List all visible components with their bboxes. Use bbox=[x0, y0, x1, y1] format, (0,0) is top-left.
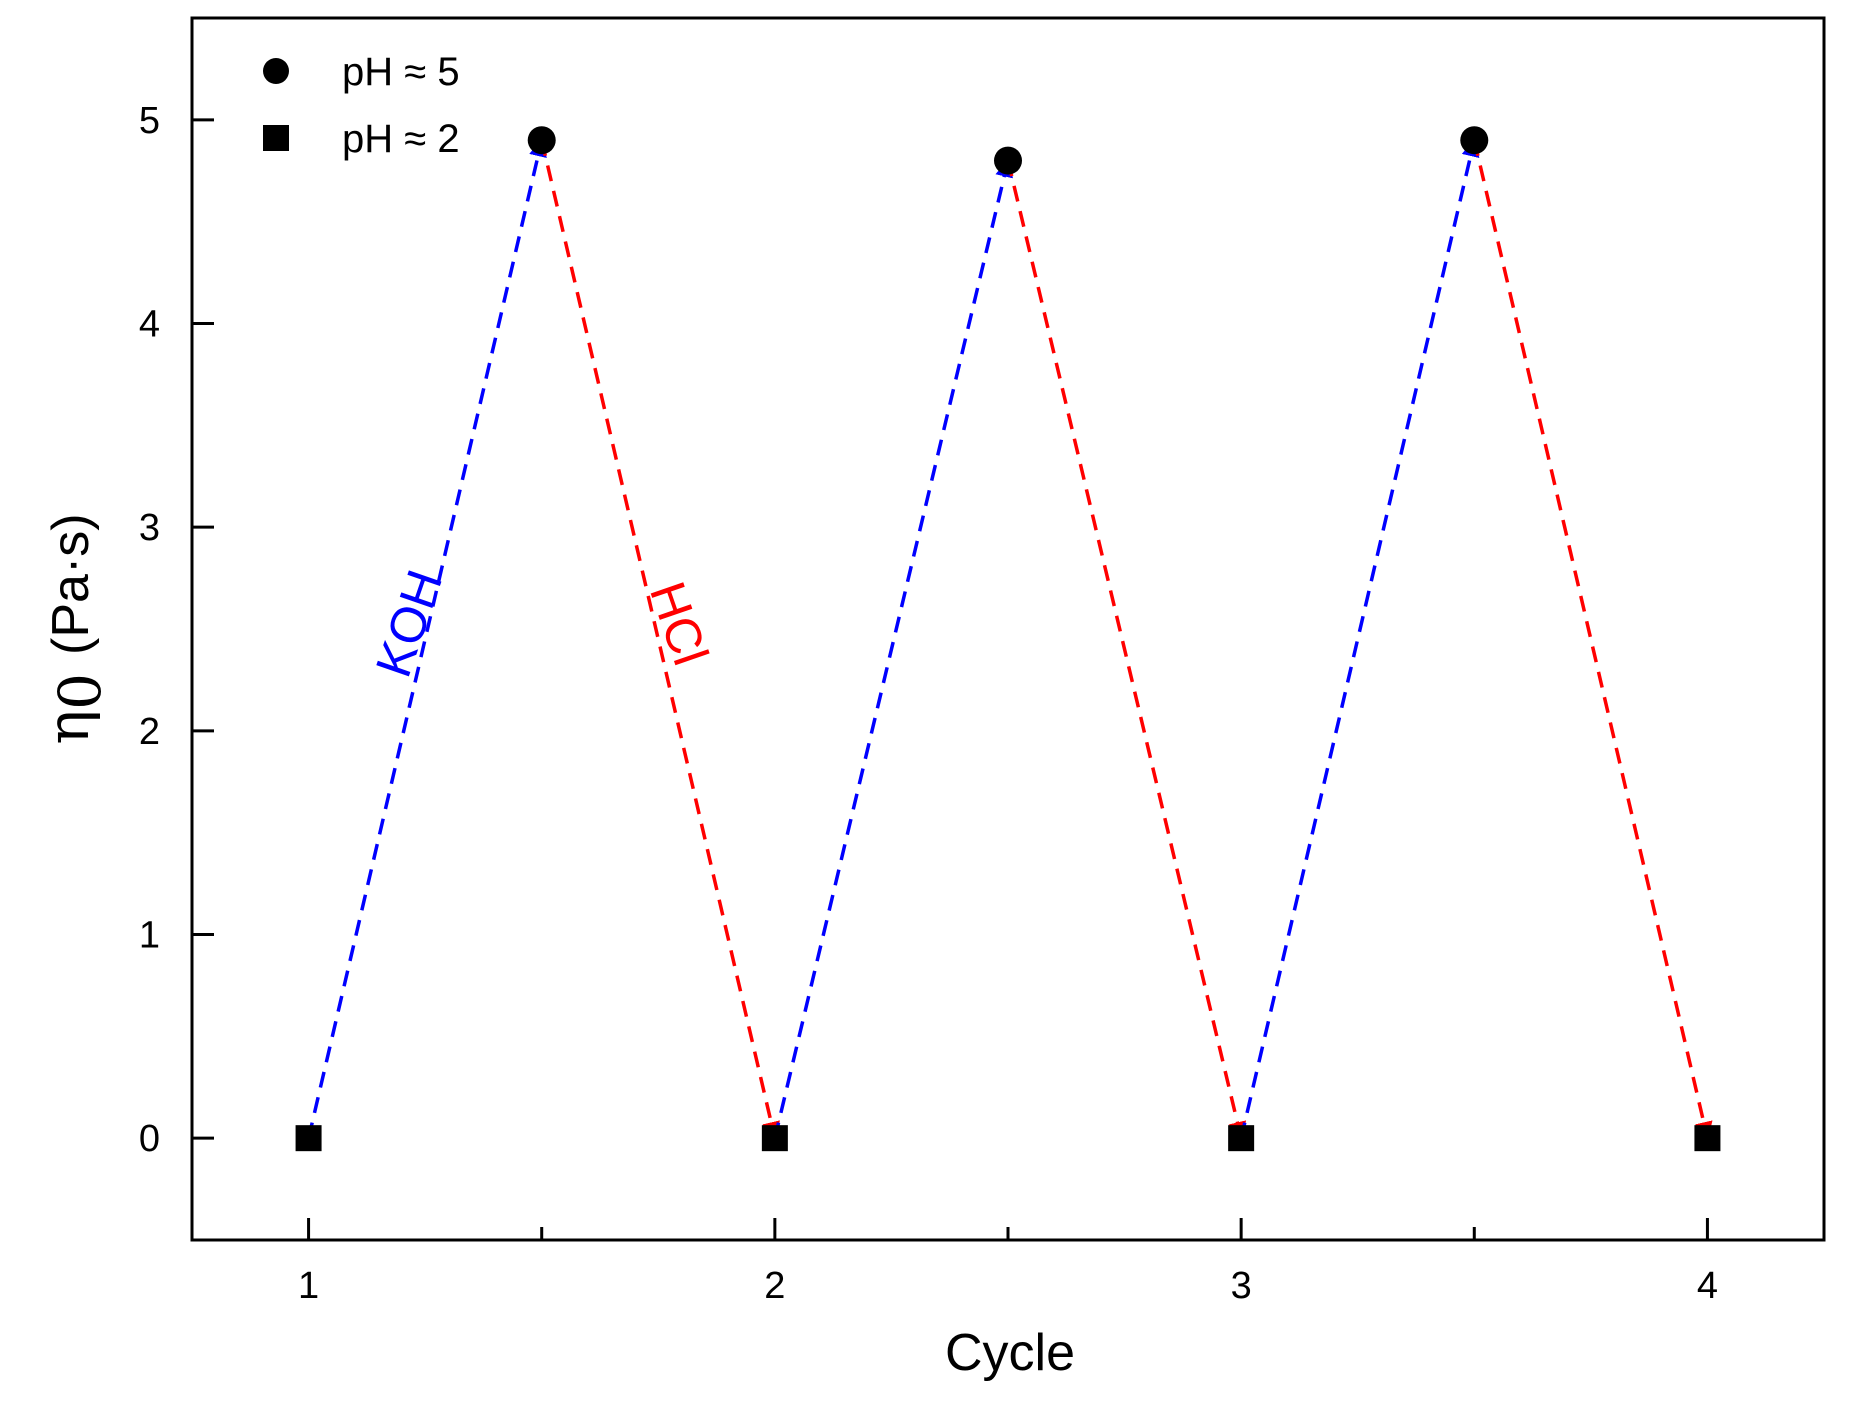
hcl-arrow bbox=[1472, 139, 1713, 1140]
koh-arrow bbox=[306, 138, 547, 1139]
y-tick-label: 1 bbox=[139, 915, 160, 957]
koh-label: KOH bbox=[365, 563, 453, 684]
x-axis-title: Cycle bbox=[945, 1324, 1075, 1382]
y-tick-label: 5 bbox=[139, 100, 160, 142]
markers-layer bbox=[295, 126, 1721, 1152]
data-point-ph2 bbox=[295, 1125, 322, 1152]
hcl-arrow bbox=[540, 139, 780, 1140]
y-axis-subscript: 0 bbox=[46, 673, 114, 710]
x-tick-label: 3 bbox=[1231, 1265, 1252, 1307]
legend-marker-square bbox=[263, 125, 289, 151]
legend: pH ≈ 5 pH ≈ 2 bbox=[263, 50, 460, 161]
data-point-ph2 bbox=[1694, 1125, 1721, 1152]
y-axis-units: (Pa·s) bbox=[42, 513, 100, 655]
annotations-layer: KOH HCl bbox=[365, 563, 719, 684]
y-axis-symbol: η bbox=[34, 710, 102, 745]
data-point-ph5 bbox=[1460, 126, 1489, 155]
data-point-ph5 bbox=[994, 146, 1022, 175]
koh-arrow bbox=[1239, 138, 1480, 1139]
y-tick-label: 2 bbox=[139, 711, 160, 753]
legend-marker-circle bbox=[263, 58, 289, 84]
legend-label-ph2: pH ≈ 2 bbox=[342, 117, 460, 161]
y-axis: 0 1 2 3 4 5 bbox=[139, 100, 214, 1160]
x-tick-label: 1 bbox=[298, 1265, 319, 1307]
y-tick-label: 0 bbox=[139, 1118, 160, 1160]
x-tick-label: 4 bbox=[1697, 1265, 1718, 1307]
koh-arrow bbox=[773, 158, 1013, 1139]
data-point-ph2 bbox=[1228, 1125, 1255, 1152]
data-point-ph5 bbox=[527, 126, 556, 155]
plot-frame bbox=[190, 16, 1826, 1242]
y-tick-label: 3 bbox=[139, 507, 160, 549]
data-point-ph2 bbox=[761, 1125, 788, 1152]
legend-label-ph5: pH ≈ 5 bbox=[342, 50, 460, 94]
x-tick-label: 2 bbox=[764, 1265, 785, 1307]
hcl-arrow bbox=[1006, 160, 1247, 1140]
hcl-label: HCl bbox=[639, 575, 719, 672]
y-axis-title: η0 (Pa·s) bbox=[34, 513, 114, 744]
arrows-layer bbox=[306, 138, 1713, 1140]
x-axis: 1 2 3 4 bbox=[298, 1218, 1718, 1307]
y-tick-label: 4 bbox=[139, 304, 160, 346]
